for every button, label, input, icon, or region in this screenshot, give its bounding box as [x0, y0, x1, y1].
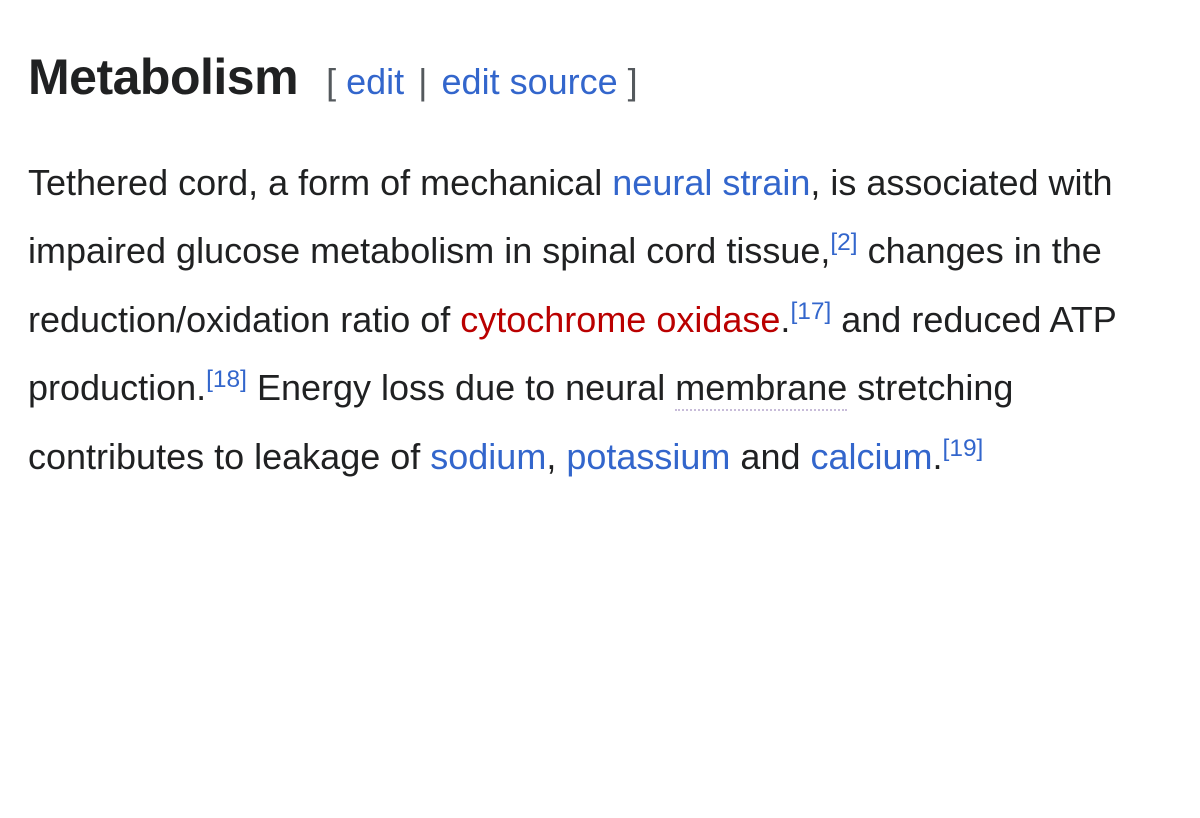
bracket-close: ] [628, 61, 638, 102]
text-run: . [933, 436, 943, 477]
reference-link-17[interactable]: [17] [790, 298, 831, 325]
body-paragraph: Tethered cord, a form of mechanical neur… [28, 149, 1172, 491]
text-run: , [546, 436, 566, 477]
reference-link-19[interactable]: [19] [943, 435, 984, 462]
reference-17: [17] [790, 298, 831, 325]
link-calcium[interactable]: calcium [811, 436, 933, 477]
dotted-term-membrane: membrane [675, 367, 847, 411]
reference-link-18[interactable]: [18] [206, 366, 247, 393]
reference-2: [2] [830, 229, 857, 256]
text-run: . [780, 299, 790, 340]
link-sodium[interactable]: sodium [430, 436, 546, 477]
section-heading: Metabolism [28, 30, 298, 125]
link-cytochrome-oxidase[interactable]: cytochrome oxidase [460, 299, 780, 340]
bracket-open: [ [326, 61, 336, 102]
reference-link-2[interactable]: [2] [830, 229, 857, 256]
edit-section-group: [ edit | edit source ] [326, 48, 638, 116]
reference-18: [18] [206, 366, 247, 393]
link-potassium[interactable]: potassium [566, 436, 730, 477]
reference-19: [19] [943, 435, 984, 462]
text-run: Tethered cord, a form of mechanical [28, 162, 612, 203]
edit-source-link[interactable]: edit source [442, 61, 618, 102]
link-neural-strain[interactable]: neural strain [612, 162, 810, 203]
text-run: and [730, 436, 810, 477]
section-heading-row: Metabolism [ edit | edit source ] [28, 30, 1172, 125]
edit-link[interactable]: edit [346, 61, 404, 102]
edit-separator: | [414, 61, 431, 102]
text-run: Energy loss due to neural [247, 367, 675, 408]
